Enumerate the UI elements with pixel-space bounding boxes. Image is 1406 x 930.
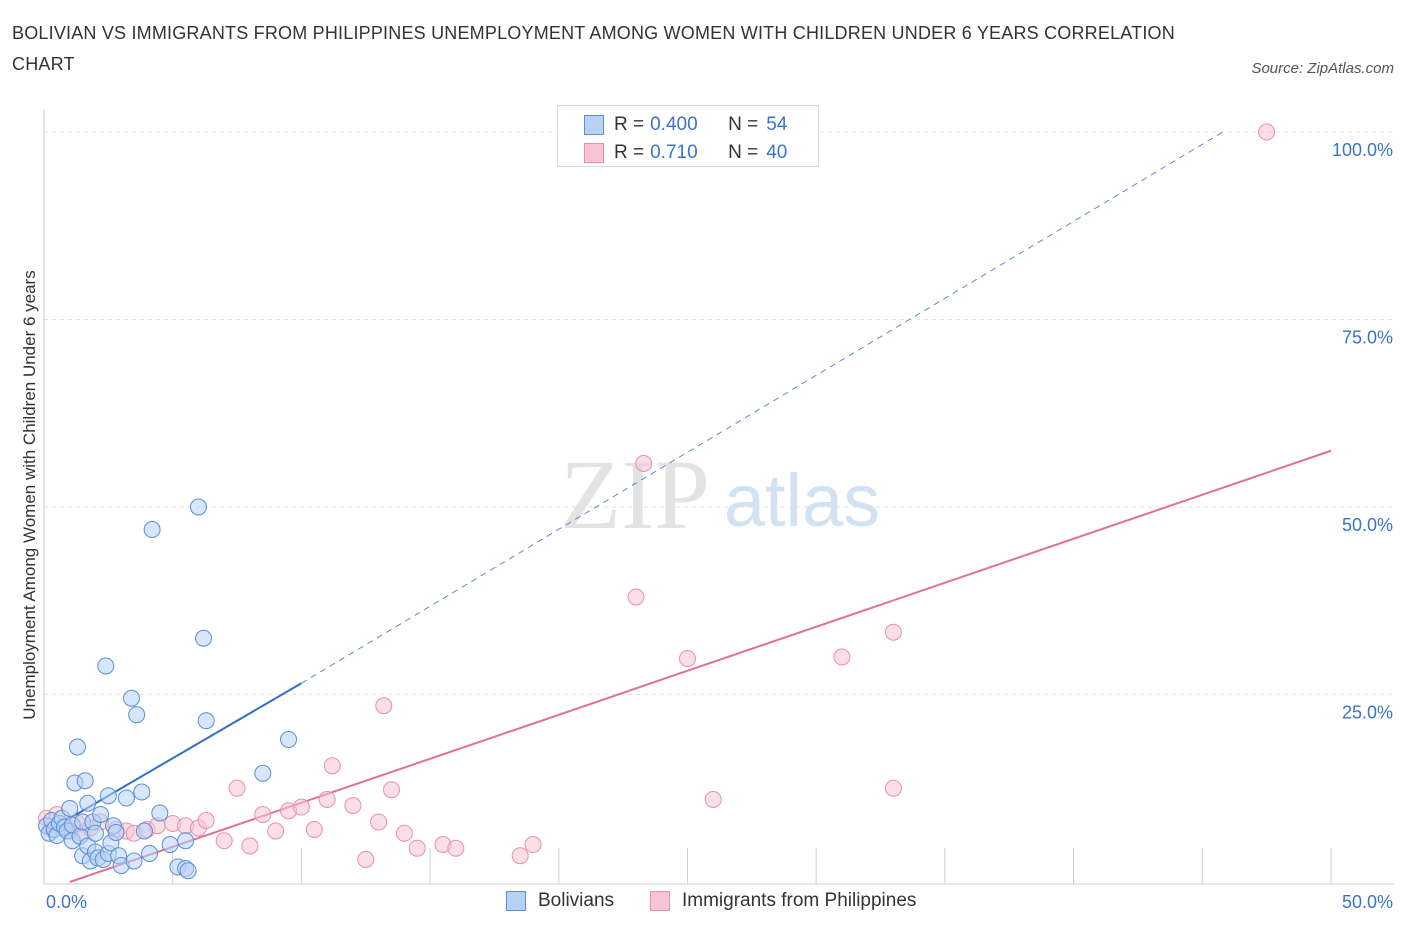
- point-philippines: [511, 847, 529, 865]
- point-philippines: [375, 697, 393, 715]
- y-tick-label: 50.0%: [1342, 515, 1393, 535]
- n-value: 40: [766, 142, 788, 163]
- stats-legend-row-philippines: R = 0.710 N = 40: [584, 141, 787, 165]
- point-bolivians: [79, 794, 97, 812]
- point-bolivians: [133, 783, 151, 801]
- chart-title: BOLIVIAN VS IMMIGRANTS FROM PHILIPPINES …: [12, 23, 1175, 74]
- point-bolivians: [117, 789, 135, 807]
- trend-line-bolivians-extension: [301, 131, 1224, 684]
- point-bolivians: [197, 712, 215, 730]
- point-bolivians: [97, 657, 115, 675]
- point-bolivians: [189, 498, 207, 516]
- point-bolivians: [161, 836, 179, 853]
- point-philippines: [833, 648, 851, 666]
- data-points: [38, 123, 1276, 880]
- point-bolivians: [99, 787, 117, 805]
- point-bolivians: [107, 824, 125, 841]
- blue-swatch: [584, 115, 604, 135]
- axes: [43, 110, 1394, 885]
- point-philippines: [241, 837, 259, 855]
- point-bolivians: [254, 764, 272, 782]
- point-philippines: [267, 822, 285, 840]
- watermark-zip: ZIP: [560, 439, 710, 550]
- point-philippines: [382, 781, 400, 799]
- point-bolivians: [177, 832, 195, 850]
- r-value: 0.710: [650, 142, 698, 163]
- point-philippines: [635, 455, 653, 472]
- point-philippines: [305, 821, 323, 838]
- r-label: R =: [614, 142, 645, 163]
- point-philippines: [323, 757, 341, 775]
- r-value: 0.400: [650, 114, 698, 135]
- point-bolivians: [179, 862, 197, 880]
- pink-swatch: [650, 891, 670, 911]
- legend-label: Bolivians: [538, 890, 615, 911]
- stats-legend: R = 0.400 N = 54 R = 0.710 N = 40: [557, 105, 819, 167]
- point-bolivians: [195, 629, 213, 647]
- point-philippines: [197, 812, 215, 829]
- point-philippines: [627, 588, 645, 606]
- point-philippines: [215, 832, 233, 850]
- point-bolivians: [135, 822, 153, 840]
- point-philippines: [357, 851, 375, 868]
- point-philippines: [254, 806, 272, 823]
- x-tick-label: 0.0%: [46, 892, 87, 912]
- point-bolivians: [143, 521, 161, 538]
- r-label: R =: [614, 114, 645, 135]
- point-bolivians: [128, 706, 146, 724]
- point-bolivians: [76, 772, 94, 790]
- y-tick-label: 25.0%: [1342, 703, 1393, 723]
- tick-labels: 25.0% 50.0% 75.0% 100.0% 0.0% 50.0%: [46, 140, 1393, 912]
- point-bolivians: [125, 852, 143, 870]
- x-tick-label: 50.0%: [1342, 892, 1393, 912]
- legend-item-bolivians[interactable]: Bolivians: [506, 890, 614, 912]
- point-bolivians: [123, 689, 141, 707]
- point-bolivians: [280, 731, 298, 748]
- y-tick-label: 100.0%: [1332, 140, 1393, 160]
- n-value: 54: [766, 114, 788, 135]
- point-philippines: [318, 791, 336, 808]
- point-bolivians: [92, 806, 110, 823]
- point-philippines: [408, 839, 426, 857]
- y-tick-label: 75.0%: [1342, 328, 1393, 348]
- point-philippines: [228, 779, 246, 797]
- point-bolivians: [68, 738, 86, 756]
- point-philippines: [370, 813, 388, 831]
- n-label: N =: [728, 114, 759, 135]
- legend-item-philippines[interactable]: Immigrants from Philippines: [650, 890, 916, 912]
- grid: [44, 131, 1394, 884]
- watermark-atlas: atlas: [724, 459, 880, 542]
- source-label: Source: ZipAtlas.com: [1251, 60, 1394, 77]
- point-philippines: [395, 824, 413, 842]
- trend-line-philippines: [69, 449, 1332, 883]
- stats-legend-row-bolivians: R = 0.400 N = 54: [584, 113, 787, 137]
- watermark: ZIP atlas: [560, 439, 880, 550]
- point-philippines: [524, 836, 542, 853]
- point-philippines: [679, 650, 696, 667]
- point-philippines: [447, 839, 465, 857]
- point-bolivians: [86, 824, 104, 842]
- point-philippines: [1258, 123, 1276, 141]
- series-legend: Bolivians Immigrants from Philippines: [0, 890, 1406, 916]
- n-label: N =: [728, 142, 759, 163]
- point-philippines: [884, 779, 902, 797]
- point-bolivians: [61, 800, 79, 817]
- pink-swatch: [584, 143, 604, 163]
- legend-label: Immigrants from Philippines: [682, 890, 917, 911]
- point-philippines: [344, 797, 362, 814]
- point-philippines: [704, 791, 722, 808]
- point-philippines: [884, 623, 902, 641]
- point-bolivians: [151, 804, 169, 822]
- point-bolivians: [141, 845, 159, 862]
- point-philippines: [292, 798, 310, 816]
- blue-swatch: [506, 891, 526, 911]
